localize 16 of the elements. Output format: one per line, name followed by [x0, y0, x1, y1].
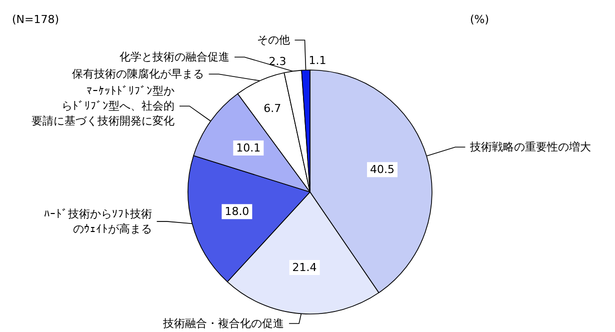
- slice-label: 技術戦略の重要性の増大: [469, 140, 592, 154]
- data-label: 6.7: [264, 102, 282, 116]
- slice-label: 技術融合・複合化の促進: [162, 317, 284, 330]
- text: (%): [470, 13, 490, 26]
- data-label: 2.3: [268, 55, 286, 68]
- data-label: 18.0: [224, 205, 250, 218]
- slice-label: 化学と技術の融合促進: [120, 50, 230, 64]
- slice-label: ﾏｰｹｯﾄﾄﾞﾘﾌﾞﾝ型からﾄﾞﾘﾌﾞﾝ型へ、社会的要請に基づく技術開発に変化: [32, 84, 175, 128]
- slice-label: ﾊｰﾄﾞ技術からｿﾌﾄ技術のｳｪｲﾄが高まる: [44, 207, 152, 236]
- text: (N=178): [12, 13, 60, 26]
- data-label: 21.4: [292, 260, 317, 274]
- data-label: 10.1: [236, 142, 261, 155]
- slice-label: その他: [256, 34, 290, 47]
- slice-label: 保有技術の陳腐化が早まる: [72, 68, 204, 81]
- data-label: 1.1: [308, 54, 326, 67]
- data-label: 40.5: [370, 163, 395, 176]
